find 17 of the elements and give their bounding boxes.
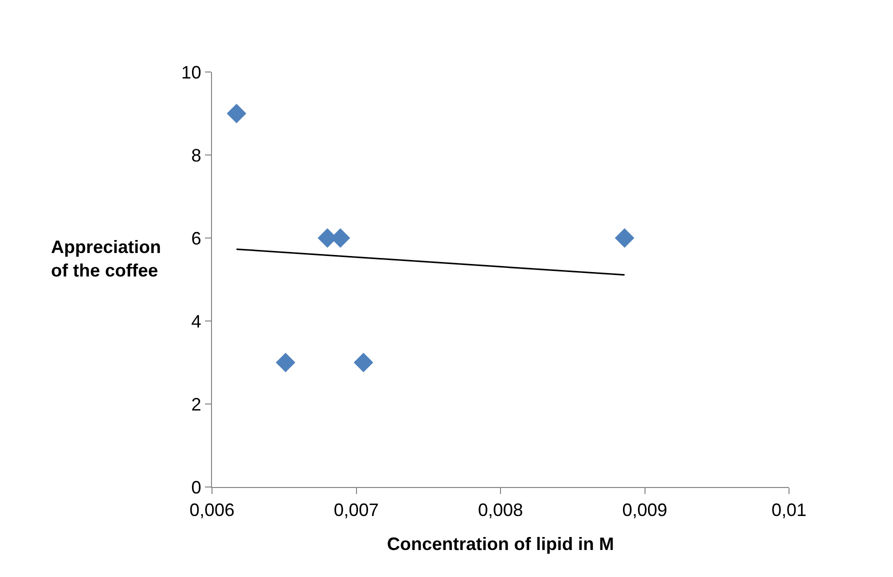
y-tick-label: 0	[191, 477, 202, 498]
x-tick-label: 0,009	[622, 500, 668, 520]
y-tick-label: 8	[191, 145, 202, 166]
y-tick-label: 10	[181, 62, 202, 82]
y-tick-label: 2	[191, 394, 202, 414]
point	[226, 104, 246, 124]
y-axis-title: Appreciation of the coffee	[51, 237, 162, 280]
x-tick-label: 0,01	[771, 500, 807, 520]
x-axis-title: Concentration of lipid in M	[387, 534, 614, 554]
point	[276, 352, 296, 372]
y-tick-label: 4	[191, 311, 202, 332]
point	[354, 352, 374, 372]
x-tick-label: 0,007	[334, 500, 379, 520]
point	[614, 228, 634, 248]
x-tick-label: 0,008	[478, 500, 524, 520]
x-tick-label: 0,006	[189, 500, 235, 520]
y-tick-label: 6	[191, 228, 202, 248]
